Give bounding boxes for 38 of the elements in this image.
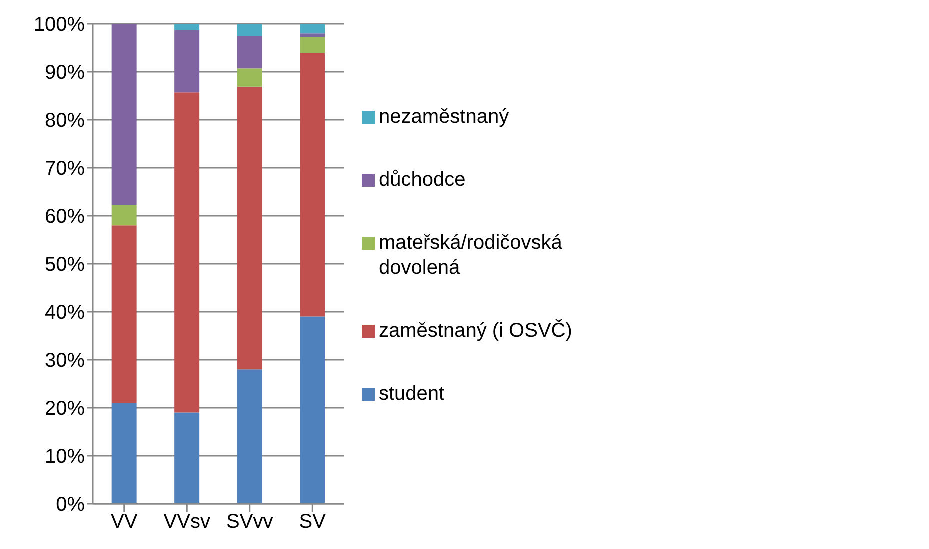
y-tick-label: 70% xyxy=(44,158,86,180)
legend-label: důchodce xyxy=(379,168,466,192)
bar xyxy=(300,316,326,504)
bar xyxy=(112,226,137,404)
y-tick-label: 20% xyxy=(44,398,86,420)
bar xyxy=(174,24,200,30)
legend-label: zaměstnaný (i OSVČ) xyxy=(379,318,572,344)
bar xyxy=(237,68,262,87)
y-tick-label: 10% xyxy=(44,446,86,468)
y-tick-label: 90% xyxy=(44,62,86,84)
y-tick-label: 50% xyxy=(44,254,86,276)
y-tick-label: 30% xyxy=(44,350,86,372)
bar xyxy=(300,53,326,317)
bar xyxy=(174,30,200,93)
bar xyxy=(237,24,262,36)
bar xyxy=(174,92,200,413)
legend-label: student xyxy=(379,382,445,406)
x-tick-label: VVsv xyxy=(164,511,210,534)
y-tick-label: 100% xyxy=(34,14,86,36)
bar xyxy=(112,204,137,226)
bar xyxy=(174,412,200,504)
bar xyxy=(112,403,137,504)
bar xyxy=(237,36,262,69)
bar xyxy=(112,24,137,205)
y-tick-label: 0% xyxy=(56,494,86,516)
legend-label: mateřská/rodičovská dovolená xyxy=(379,230,564,280)
bar xyxy=(300,34,326,37)
y-tick-label: 80% xyxy=(44,110,86,132)
bar xyxy=(237,86,262,370)
bar xyxy=(300,24,326,34)
x-tick-label: VV xyxy=(111,511,138,534)
y-tick-label: 60% xyxy=(44,206,86,228)
x-tick-label: SVvv xyxy=(226,511,274,534)
y-tick-label: 40% xyxy=(44,302,86,324)
bar xyxy=(300,36,326,54)
x-tick-label: SV xyxy=(299,511,327,534)
bar xyxy=(237,370,262,504)
legend-label: nezaměstnaný xyxy=(379,104,510,130)
